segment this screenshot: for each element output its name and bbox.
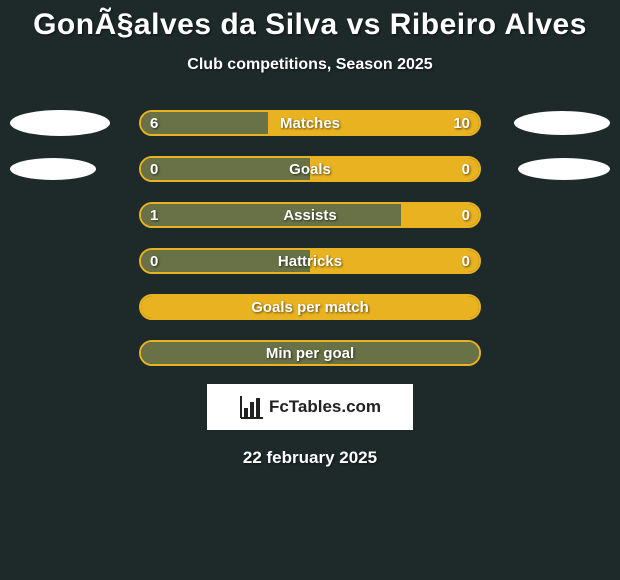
player2-ellipse [518, 158, 610, 180]
player1-value: 1 [150, 202, 158, 228]
stat-bar [139, 110, 481, 136]
stat-bar [139, 248, 481, 274]
player1-bar-segment [141, 112, 268, 134]
player1-bar-segment [141, 342, 479, 364]
player2-bar-segment [268, 112, 479, 134]
stat-bar [139, 156, 481, 182]
player2-value: 0 [462, 156, 470, 182]
player2-value: 0 [462, 202, 470, 228]
subtitle: Club competitions, Season 2025 [0, 56, 620, 74]
stat-bar [139, 340, 481, 366]
player2-value: 0 [462, 248, 470, 274]
player1-bar-segment [141, 204, 401, 226]
stat-row: Hattricks00 [0, 248, 620, 274]
player2-bar-segment [310, 158, 479, 180]
player1-ellipse [10, 158, 96, 180]
stat-bar [139, 202, 481, 228]
stat-bar [139, 294, 481, 320]
bar-chart-icon [239, 394, 265, 420]
logo-text: FcTables.com [269, 397, 381, 417]
stat-row: Min per goal [0, 340, 620, 366]
player1-ellipse [10, 110, 110, 136]
page-title: GonÃ§alves da Silva vs Ribeiro Alves [0, 8, 620, 42]
player1-bar-segment [141, 296, 479, 318]
stat-row: Assists10 [0, 202, 620, 228]
stat-rows: Matches610Goals00Assists10Hattricks00Goa… [0, 110, 620, 366]
player1-bar-segment [141, 158, 310, 180]
stat-row: Matches610 [0, 110, 620, 136]
player1-bar-segment [141, 250, 310, 272]
player2-ellipse [514, 111, 610, 135]
player1-value: 6 [150, 110, 158, 136]
comparison-infographic: GonÃ§alves da Silva vs Ribeiro Alves Clu… [0, 0, 620, 468]
logo-box: FcTables.com [207, 384, 413, 430]
player1-value: 0 [150, 156, 158, 182]
player1-value: 0 [150, 248, 158, 274]
stat-row: Goals00 [0, 156, 620, 182]
stat-row: Goals per match [0, 294, 620, 320]
player2-bar-segment [310, 250, 479, 272]
player2-value: 10 [453, 110, 470, 136]
date-text: 22 february 2025 [0, 448, 620, 468]
